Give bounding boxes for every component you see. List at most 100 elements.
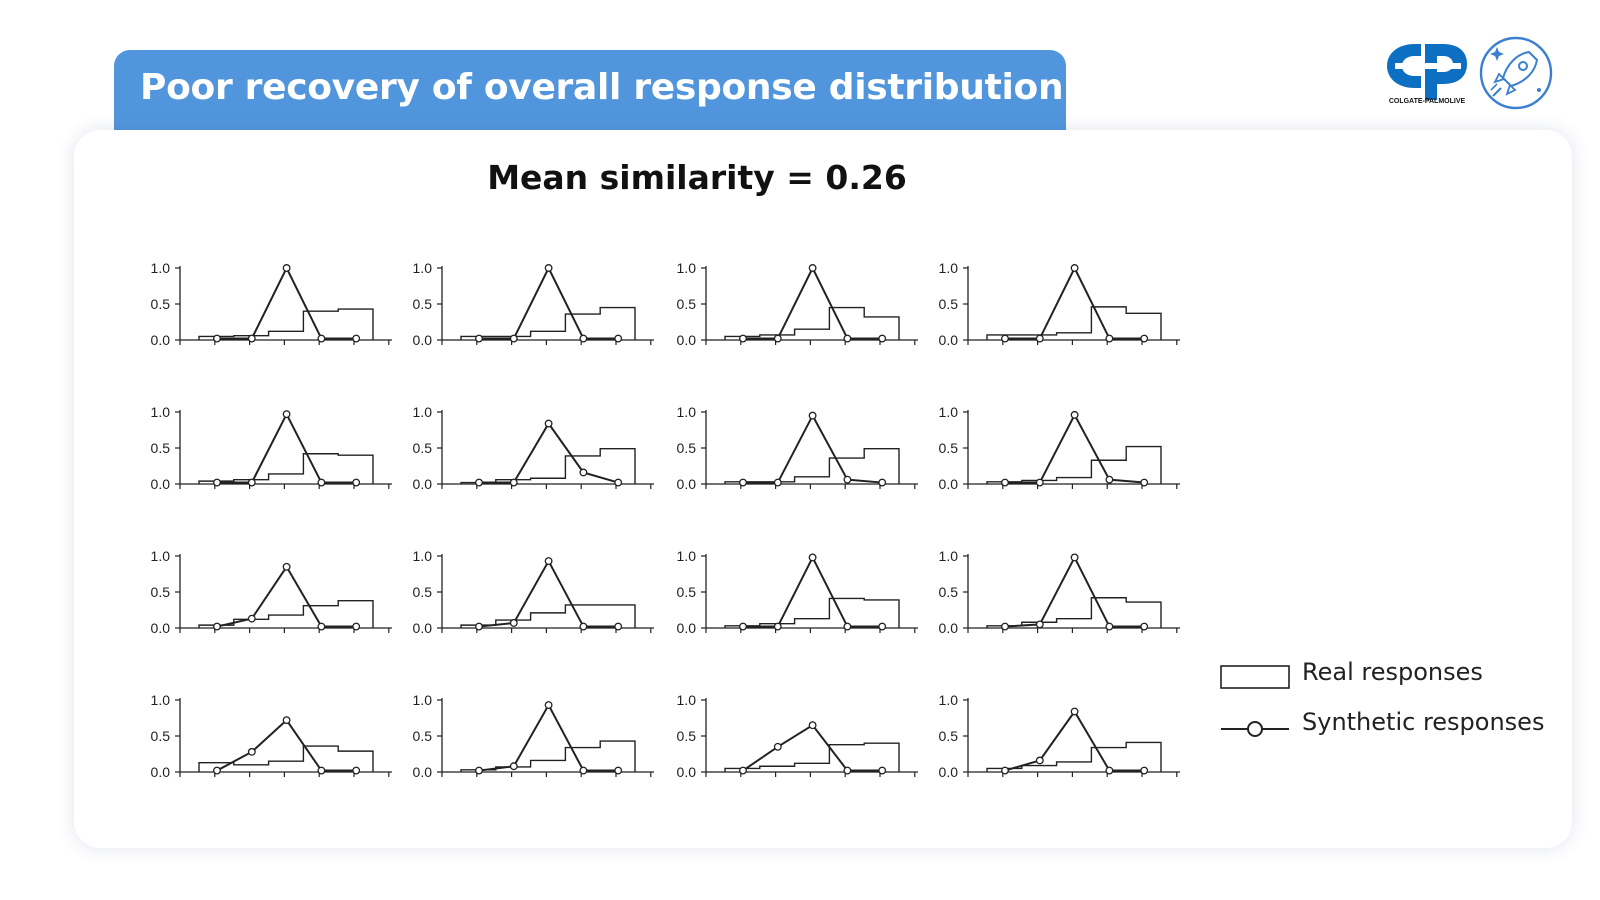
- y-tick-label-15: 1.0: [677, 692, 697, 708]
- synthetic-point-7: [808, 411, 817, 420]
- synthetic-point-2: [579, 334, 588, 343]
- synthetic-point-6: [475, 478, 483, 487]
- y-tick-label-7: 0.0: [677, 476, 697, 492]
- y-tick-label-11: 0.0: [677, 620, 697, 636]
- y-tick-label-10: 1.0: [413, 548, 433, 564]
- y-tick-label-6: 0.0: [413, 476, 433, 492]
- y-tick-label-2: 1.0: [413, 260, 433, 276]
- y-tick-label-10: 0.0: [413, 620, 433, 636]
- y-tick-label-8: 0.0: [939, 476, 959, 492]
- y-tick-label-12: 0.5: [939, 584, 959, 600]
- y-tick-label-2: 0.0: [413, 332, 433, 348]
- y-tick-label-7: 1.0: [677, 404, 697, 420]
- y-tick-label-15: 0.0: [677, 764, 697, 780]
- y-tick-label-5: 0.5: [151, 440, 171, 456]
- synthetic-point-3: [878, 334, 887, 343]
- real-responses-series-8: [986, 445, 1162, 484]
- synthetic-point-13: [317, 766, 326, 775]
- y-tick-label-14: 0.0: [413, 764, 433, 780]
- synthetic-point-8: [1140, 478, 1149, 487]
- synthetic-point-2: [614, 334, 623, 343]
- y-tick-label-1: 0.0: [151, 332, 171, 348]
- synthetic-responses-series-9: [216, 564, 357, 628]
- synthetic-point-15: [808, 721, 817, 730]
- content-card: [74, 130, 1572, 848]
- synthetic-point-12: [1140, 622, 1149, 631]
- synthetic-point-12: [1105, 622, 1114, 631]
- synthetic-point-8: [1070, 410, 1079, 419]
- synthetic-responses-series-8: [1005, 412, 1145, 484]
- synthetic-point-16: [1140, 766, 1149, 775]
- synthetic-point-1: [213, 334, 221, 343]
- y-tick-label-6: 1.0: [413, 404, 433, 420]
- y-tick-label-16: 0.5: [939, 728, 959, 744]
- real-responses-series-15: [724, 742, 900, 772]
- page-title: Poor recovery of overall response distri…: [140, 67, 1064, 108]
- y-tick-label-15: 0.5: [677, 728, 697, 744]
- real-responses-series-13: [198, 745, 374, 772]
- y-tick-label-5: 1.0: [151, 404, 171, 420]
- synthetic-point-10: [579, 622, 588, 631]
- synthetic-responses-series-10: [478, 558, 619, 628]
- synthetic-point-4: [1140, 334, 1149, 343]
- synthetic-responses-series-6: [479, 421, 619, 484]
- y-tick-label-1: 1.0: [151, 260, 171, 276]
- synthetic-point-13: [213, 766, 221, 775]
- synthetic-responses-series-3: [743, 265, 883, 340]
- y-tick-label-3: 0.0: [677, 332, 697, 348]
- y-tick-label-11: 0.5: [677, 584, 697, 600]
- y-tick-label-8: 0.5: [939, 440, 959, 456]
- synthetic-point-13: [282, 716, 291, 725]
- real-responses-series-4: [986, 306, 1162, 340]
- synthetic-point-11: [808, 553, 817, 562]
- synthetic-responses-series-13: [216, 718, 357, 772]
- synthetic-point-7: [739, 478, 747, 487]
- y-tick-label-13: 0.0: [151, 764, 171, 780]
- y-tick-label-6: 0.5: [413, 440, 433, 456]
- real-responses-series-14: [460, 740, 636, 772]
- y-tick-label-4: 0.5: [939, 296, 959, 312]
- synthetic-point-3: [739, 334, 747, 343]
- synthetic-point-9: [247, 614, 256, 623]
- synthetic-point-14: [614, 766, 623, 775]
- y-tick-label-16: 0.0: [939, 764, 959, 780]
- real-responses-series-10: [460, 604, 636, 628]
- real-responses-series-7: [724, 448, 900, 484]
- synthetic-point-5: [247, 478, 256, 487]
- synthetic-point-15: [843, 766, 852, 775]
- synthetic-point-4: [1070, 264, 1079, 272]
- synthetic-point-11: [878, 622, 887, 631]
- real-responses-series-9: [198, 599, 374, 628]
- synthetic-responses-series-4: [1005, 265, 1145, 340]
- synthetic-point-14: [579, 766, 588, 775]
- synthetic-point-4: [1105, 334, 1114, 343]
- synthetic-point-11: [773, 622, 782, 631]
- synthetic-point-3: [843, 334, 852, 343]
- y-tick-label-11: 1.0: [677, 548, 697, 564]
- synthetic-point-5: [213, 478, 221, 487]
- synthetic-point-16: [1070, 707, 1079, 716]
- y-tick-label-4: 0.0: [939, 332, 959, 348]
- synthetic-point-13: [352, 766, 361, 775]
- synthetic-point-1: [282, 264, 291, 272]
- synthetic-point-1: [247, 334, 256, 343]
- synthetic-point-10: [509, 619, 518, 627]
- real-responses-series-2: [460, 306, 636, 340]
- synthetic-point-5: [317, 478, 326, 487]
- real-responses-series-11: [724, 597, 900, 628]
- synthetic-point-1: [317, 334, 326, 343]
- y-tick-label-9: 0.5: [151, 584, 171, 600]
- y-tick-label-9: 0.0: [151, 620, 171, 636]
- synthetic-point-4: [1035, 334, 1044, 343]
- y-tick-label-14: 1.0: [413, 692, 433, 708]
- synthetic-point-6: [579, 468, 588, 477]
- synthetic-point-12: [1070, 553, 1079, 562]
- y-tick-label-3: 0.5: [677, 296, 697, 312]
- y-tick-label-10: 0.5: [413, 584, 433, 600]
- y-tick-label-2: 0.5: [413, 296, 433, 312]
- y-tick-label-12: 1.0: [939, 548, 959, 564]
- synthetic-point-2: [475, 334, 483, 343]
- synthetic-point-10: [614, 622, 623, 631]
- y-tick-label-5: 0.0: [151, 476, 171, 492]
